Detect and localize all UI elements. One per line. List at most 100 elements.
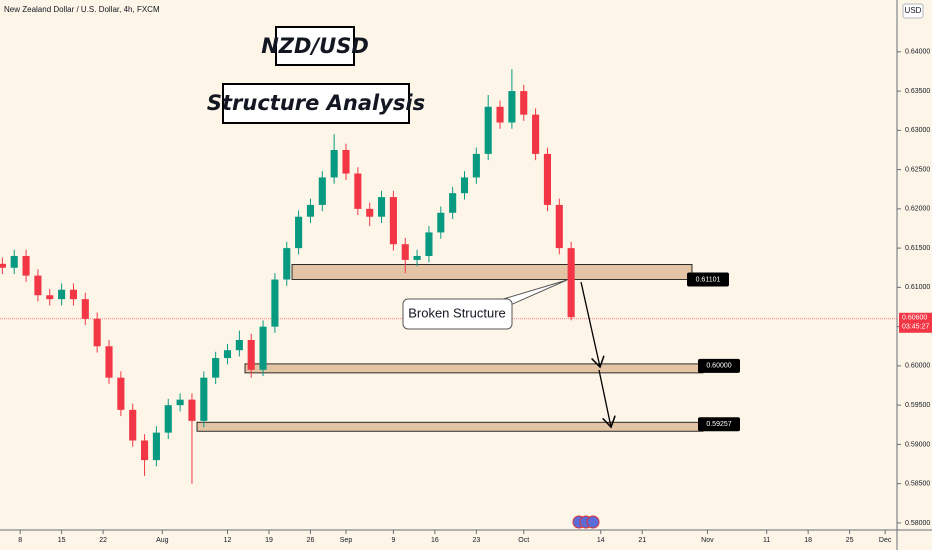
- y-tick-label: 0.63000: [905, 127, 930, 134]
- level-label: 0.61101: [696, 276, 721, 283]
- chart-title: New Zealand Dollar / U.S. Dollar, 4h, FX…: [4, 5, 160, 14]
- y-tick-label: 0.61000: [905, 284, 930, 291]
- x-tick-label: 11: [763, 537, 770, 544]
- y-tick-label: 0.58500: [905, 481, 930, 488]
- candle-body: [10, 255, 18, 268]
- x-tick-label: 26: [307, 537, 315, 544]
- y-tick-label: 0.62500: [905, 166, 930, 173]
- candle-body: [425, 232, 433, 256]
- callout-label: Broken Structure: [408, 305, 506, 320]
- candle-body: [223, 350, 232, 359]
- candle-body: [105, 346, 113, 378]
- x-tick-label: Nov: [701, 537, 714, 544]
- arrow: [580, 281, 600, 367]
- x-tick-label: 14: [597, 537, 605, 544]
- x-tick-label: 19: [265, 537, 273, 544]
- y-tick-label: 0.59000: [905, 441, 930, 448]
- candle-body: [69, 289, 78, 300]
- zone: [244, 363, 704, 374]
- x-tick-label: 8: [18, 537, 22, 544]
- x-tick-label: 18: [804, 537, 812, 544]
- candle-body: [295, 216, 303, 249]
- candle-body: [342, 149, 350, 174]
- candle-body: [212, 358, 220, 378]
- candle-body: [141, 440, 149, 461]
- candle-body: [46, 295, 54, 300]
- currency-box: [902, 3, 924, 19]
- x-tick-label: 25: [846, 537, 854, 544]
- level-label: 0.59257: [706, 421, 731, 428]
- candle-body: [484, 106, 492, 154]
- candle-body: [413, 255, 421, 260]
- y-tick-label: 0.63500: [905, 88, 930, 95]
- marks: 0.61101 0.60000 0.59257: [0, 69, 897, 484]
- candle-body: [449, 193, 457, 213]
- x-tick-label: 12: [224, 537, 232, 544]
- candle-body: [508, 91, 516, 123]
- zone: [196, 421, 704, 432]
- x-tick-label: Aug: [156, 537, 169, 544]
- candle-body: [247, 339, 255, 370]
- y-tick-label: 0.64000: [905, 49, 930, 56]
- candle-body: [0, 263, 6, 268]
- candle-body: [200, 377, 208, 421]
- x-tick-label: 23: [472, 537, 480, 544]
- candle-body: [437, 212, 445, 233]
- currency: USD: [905, 6, 922, 15]
- level-label-box: [687, 272, 729, 287]
- x-tick-label: 9: [391, 537, 395, 544]
- candle-body: [543, 153, 551, 205]
- subtitle-box: [222, 83, 410, 124]
- candle-body: [472, 153, 480, 178]
- candle-body: [93, 318, 101, 347]
- candle-body: [306, 204, 315, 217]
- x-tick-label: 15: [58, 537, 66, 544]
- x-tick-label: Oct: [518, 537, 529, 544]
- candle-body: [366, 208, 374, 217]
- pair-box: [275, 26, 355, 66]
- candle-body: [188, 399, 196, 421]
- candle-body: [176, 399, 184, 406]
- candle-body: [377, 197, 386, 217]
- candle-body: [318, 177, 326, 205]
- candle-body: [496, 106, 504, 123]
- candle-body: [532, 114, 540, 154]
- candle-body: [81, 299, 89, 319]
- candle-body: [22, 255, 30, 276]
- candle-body: [259, 326, 267, 370]
- x-tick-label: 22: [99, 537, 107, 544]
- x-tick-label: Sep: [340, 537, 353, 544]
- y-tick-label: 0.59500: [905, 402, 930, 409]
- candle-body: [34, 275, 42, 296]
- y-tick-label: 0.58000: [905, 520, 930, 527]
- candle-body: [117, 377, 125, 410]
- candle-body: [567, 248, 575, 318]
- x-tick-label: 16: [431, 537, 439, 544]
- countdown: 03:45:27: [902, 324, 929, 331]
- candle-body: [460, 177, 469, 194]
- event-icon: [586, 515, 600, 529]
- zone: [291, 264, 693, 280]
- level-label-box: [698, 417, 740, 432]
- candle-body: [520, 91, 528, 115]
- x-tick-label: 21: [638, 537, 646, 544]
- candle-body: [330, 149, 338, 178]
- callout-box: [402, 298, 513, 330]
- candle-body: [164, 405, 172, 433]
- candle-body: [283, 248, 291, 280]
- pair-label: NZD/USD: [261, 34, 369, 58]
- y-tick-label: 0.60000: [905, 363, 930, 370]
- candle-body: [354, 173, 362, 209]
- y-tick-label: 0.62000: [905, 206, 930, 213]
- level-label-box: [698, 358, 740, 373]
- candle-body: [555, 204, 563, 249]
- candle-body: [58, 289, 66, 300]
- arrow: [598, 369, 611, 427]
- x-tick-label: Dec: [879, 537, 892, 544]
- candle-body: [152, 432, 160, 461]
- level-label: 0.60000: [706, 363, 731, 370]
- last-price-label: 0.60600: [902, 315, 927, 322]
- candle-body: [235, 339, 243, 351]
- candle-body: [271, 279, 279, 327]
